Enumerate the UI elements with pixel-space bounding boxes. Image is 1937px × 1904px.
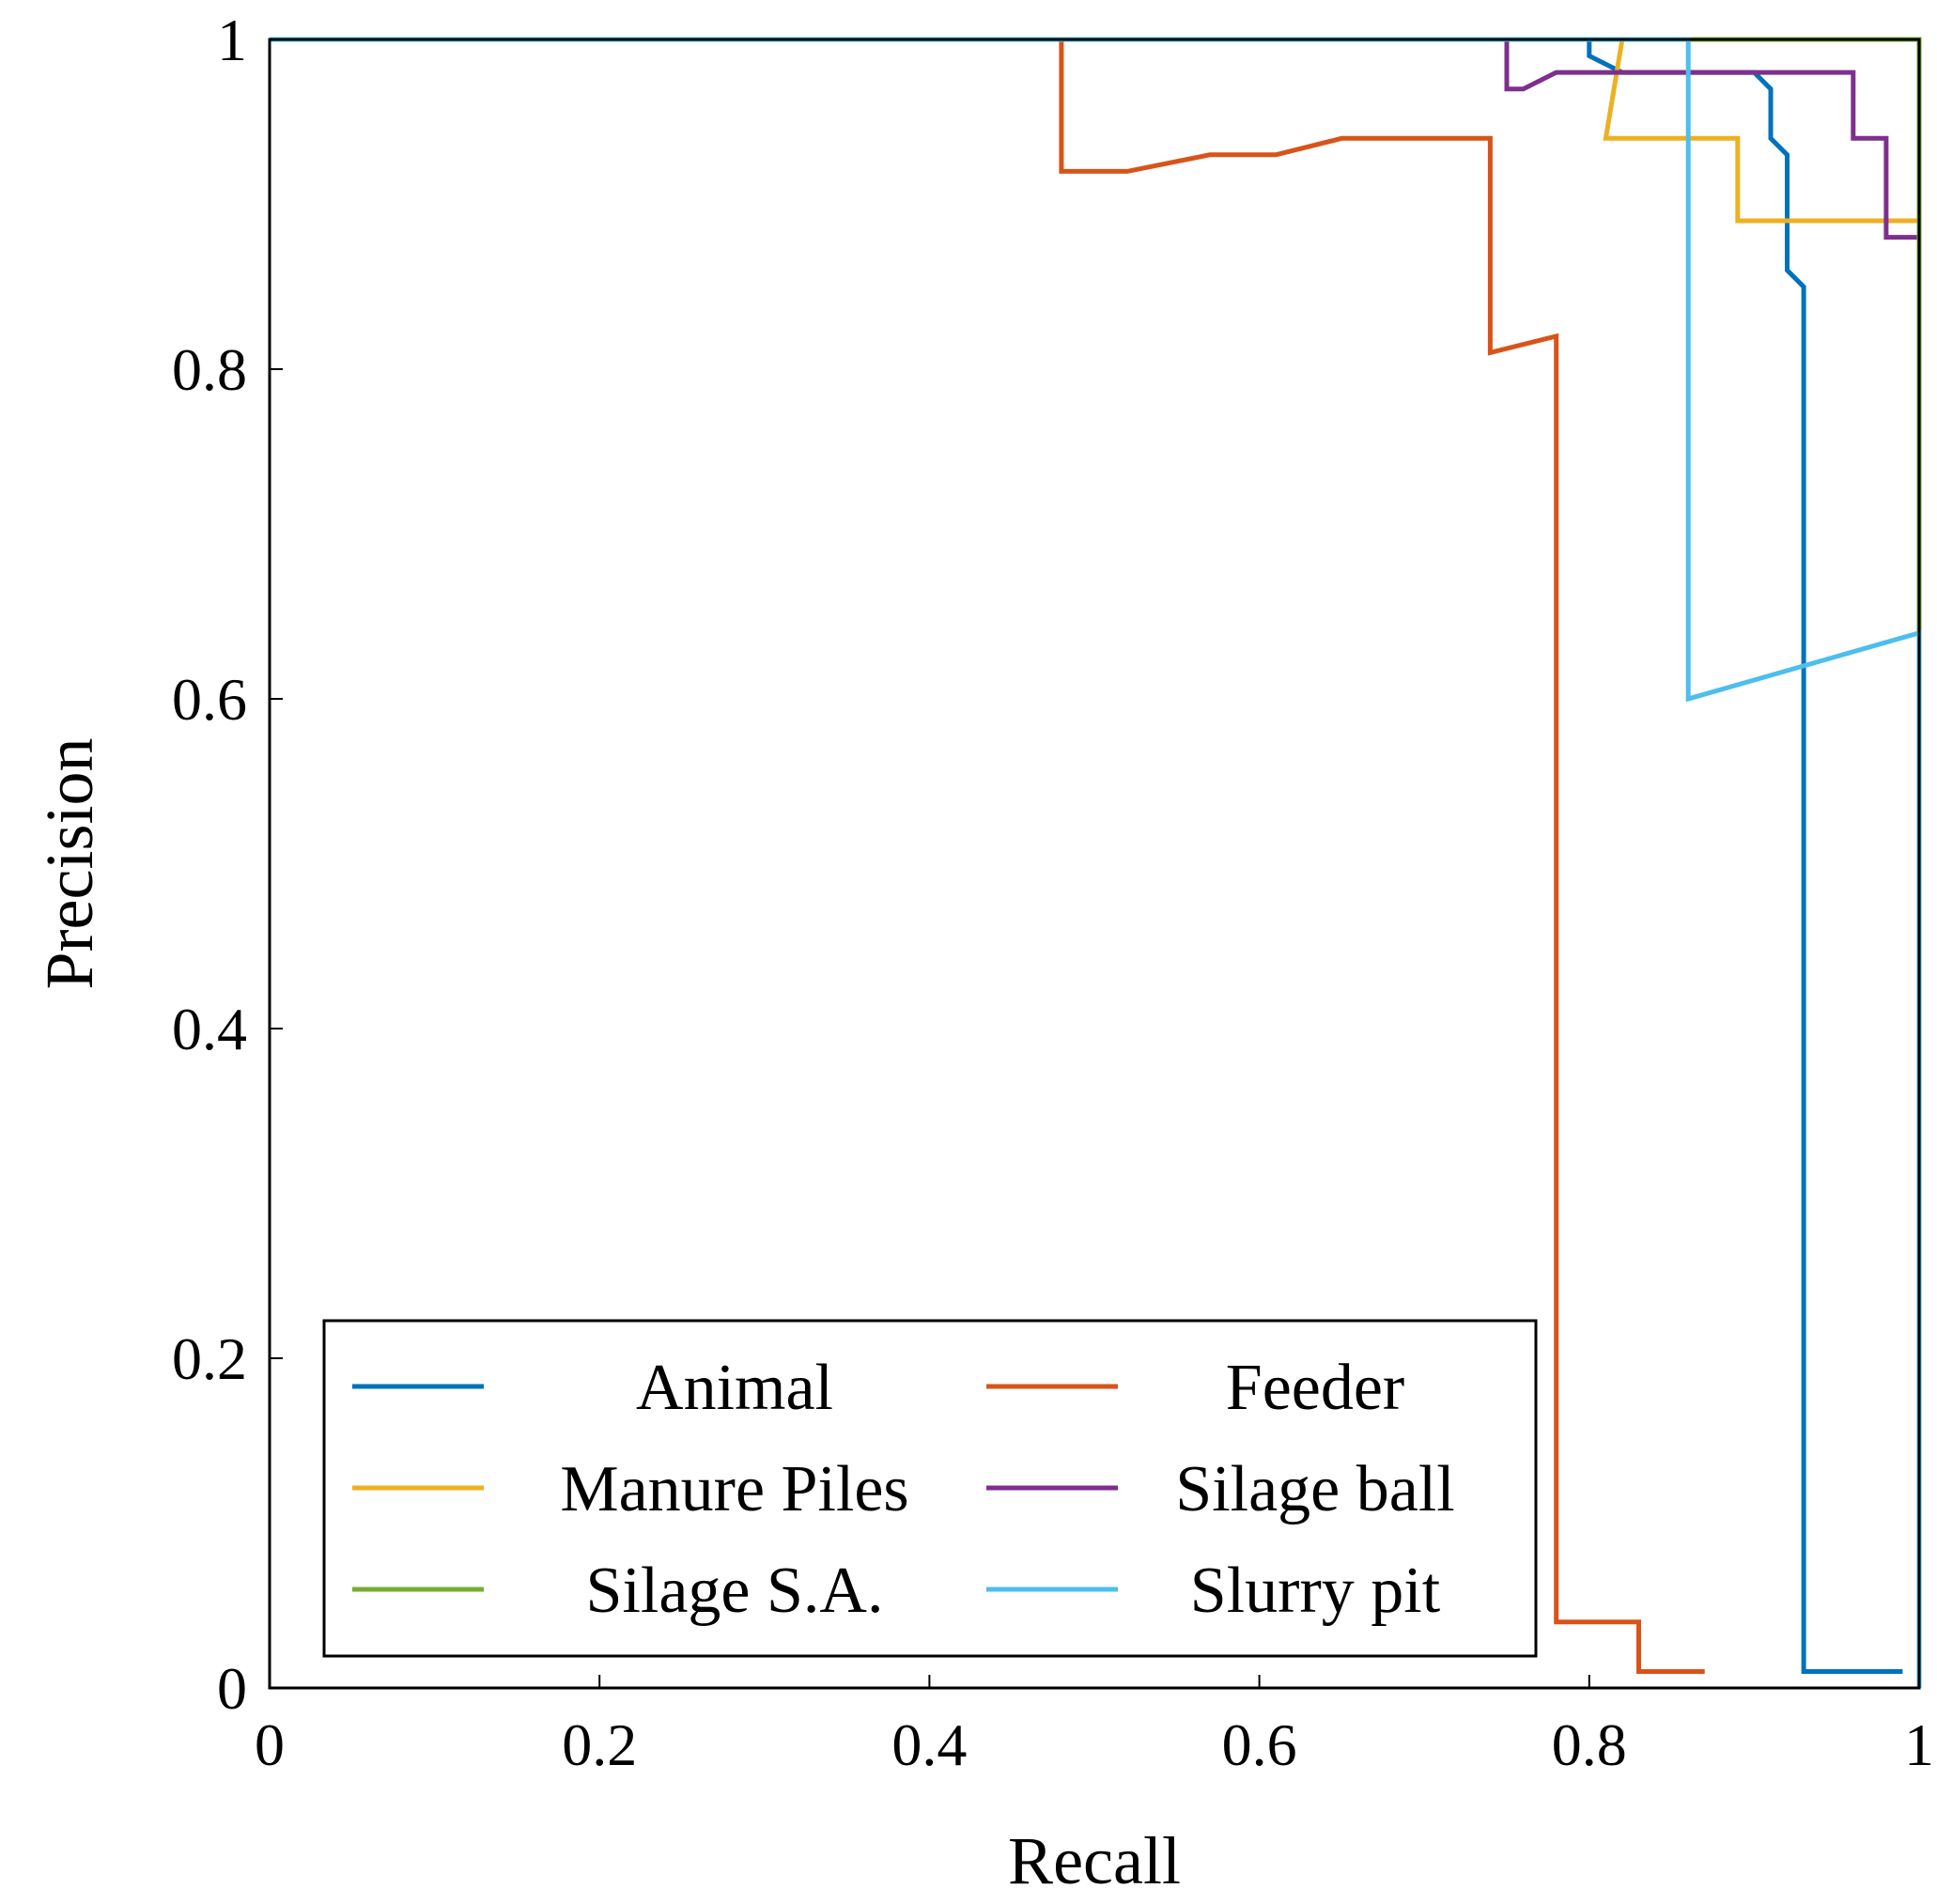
y-axis: 0 0.2 0.4 0.6 0.8 1	[172, 7, 283, 1722]
series-line-animal	[270, 37, 1903, 1674]
legend-label-manure-piles: Manure Piles	[560, 1453, 908, 1525]
x-tick-label: 0	[255, 1711, 285, 1778]
legend-label-animal: Animal	[636, 1352, 833, 1424]
x-tick-label: 0.8	[1552, 1711, 1627, 1778]
x-tick-label: 0.2	[562, 1711, 637, 1778]
legend-label-slurry-pit: Slurry pit	[1190, 1555, 1441, 1627]
y-tick-label: 0.4	[172, 996, 247, 1062]
legend: Animal Feeder Manure Piles Silage ball Silag…	[322, 1319, 1538, 1658]
x-axis-title: Recall	[1008, 1823, 1181, 1898]
y-tick-label: 1	[217, 7, 247, 73]
legend-label-feeder: Feeder	[1226, 1352, 1404, 1424]
legend-box	[322, 1319, 1538, 1658]
plot-frame	[268, 38, 1921, 1690]
legend-label-silage-ball: Silage ball	[1175, 1453, 1454, 1525]
x-axis: 0 0.2 0.4 0.6 0.8 1	[255, 1675, 1934, 1778]
y-tick-label: 0.6	[172, 666, 247, 733]
x-tick-label: 0.6	[1222, 1711, 1297, 1778]
x-tick-label: 1	[1904, 1711, 1934, 1778]
y-tick-label: 0.8	[172, 336, 247, 403]
legend-entries: Animal Feeder Manure Piles Silage ball Silag…	[352, 1352, 1455, 1627]
y-tick-label: 0.2	[172, 1325, 247, 1392]
x-tick-label: 0.4	[891, 1711, 967, 1778]
y-tick-label: 0	[217, 1655, 247, 1722]
legend-label-silage-s-a: Silage S.A.	[586, 1555, 884, 1627]
y-axis-title: Precision	[32, 738, 107, 990]
series-line-feeder	[270, 37, 1705, 1674]
